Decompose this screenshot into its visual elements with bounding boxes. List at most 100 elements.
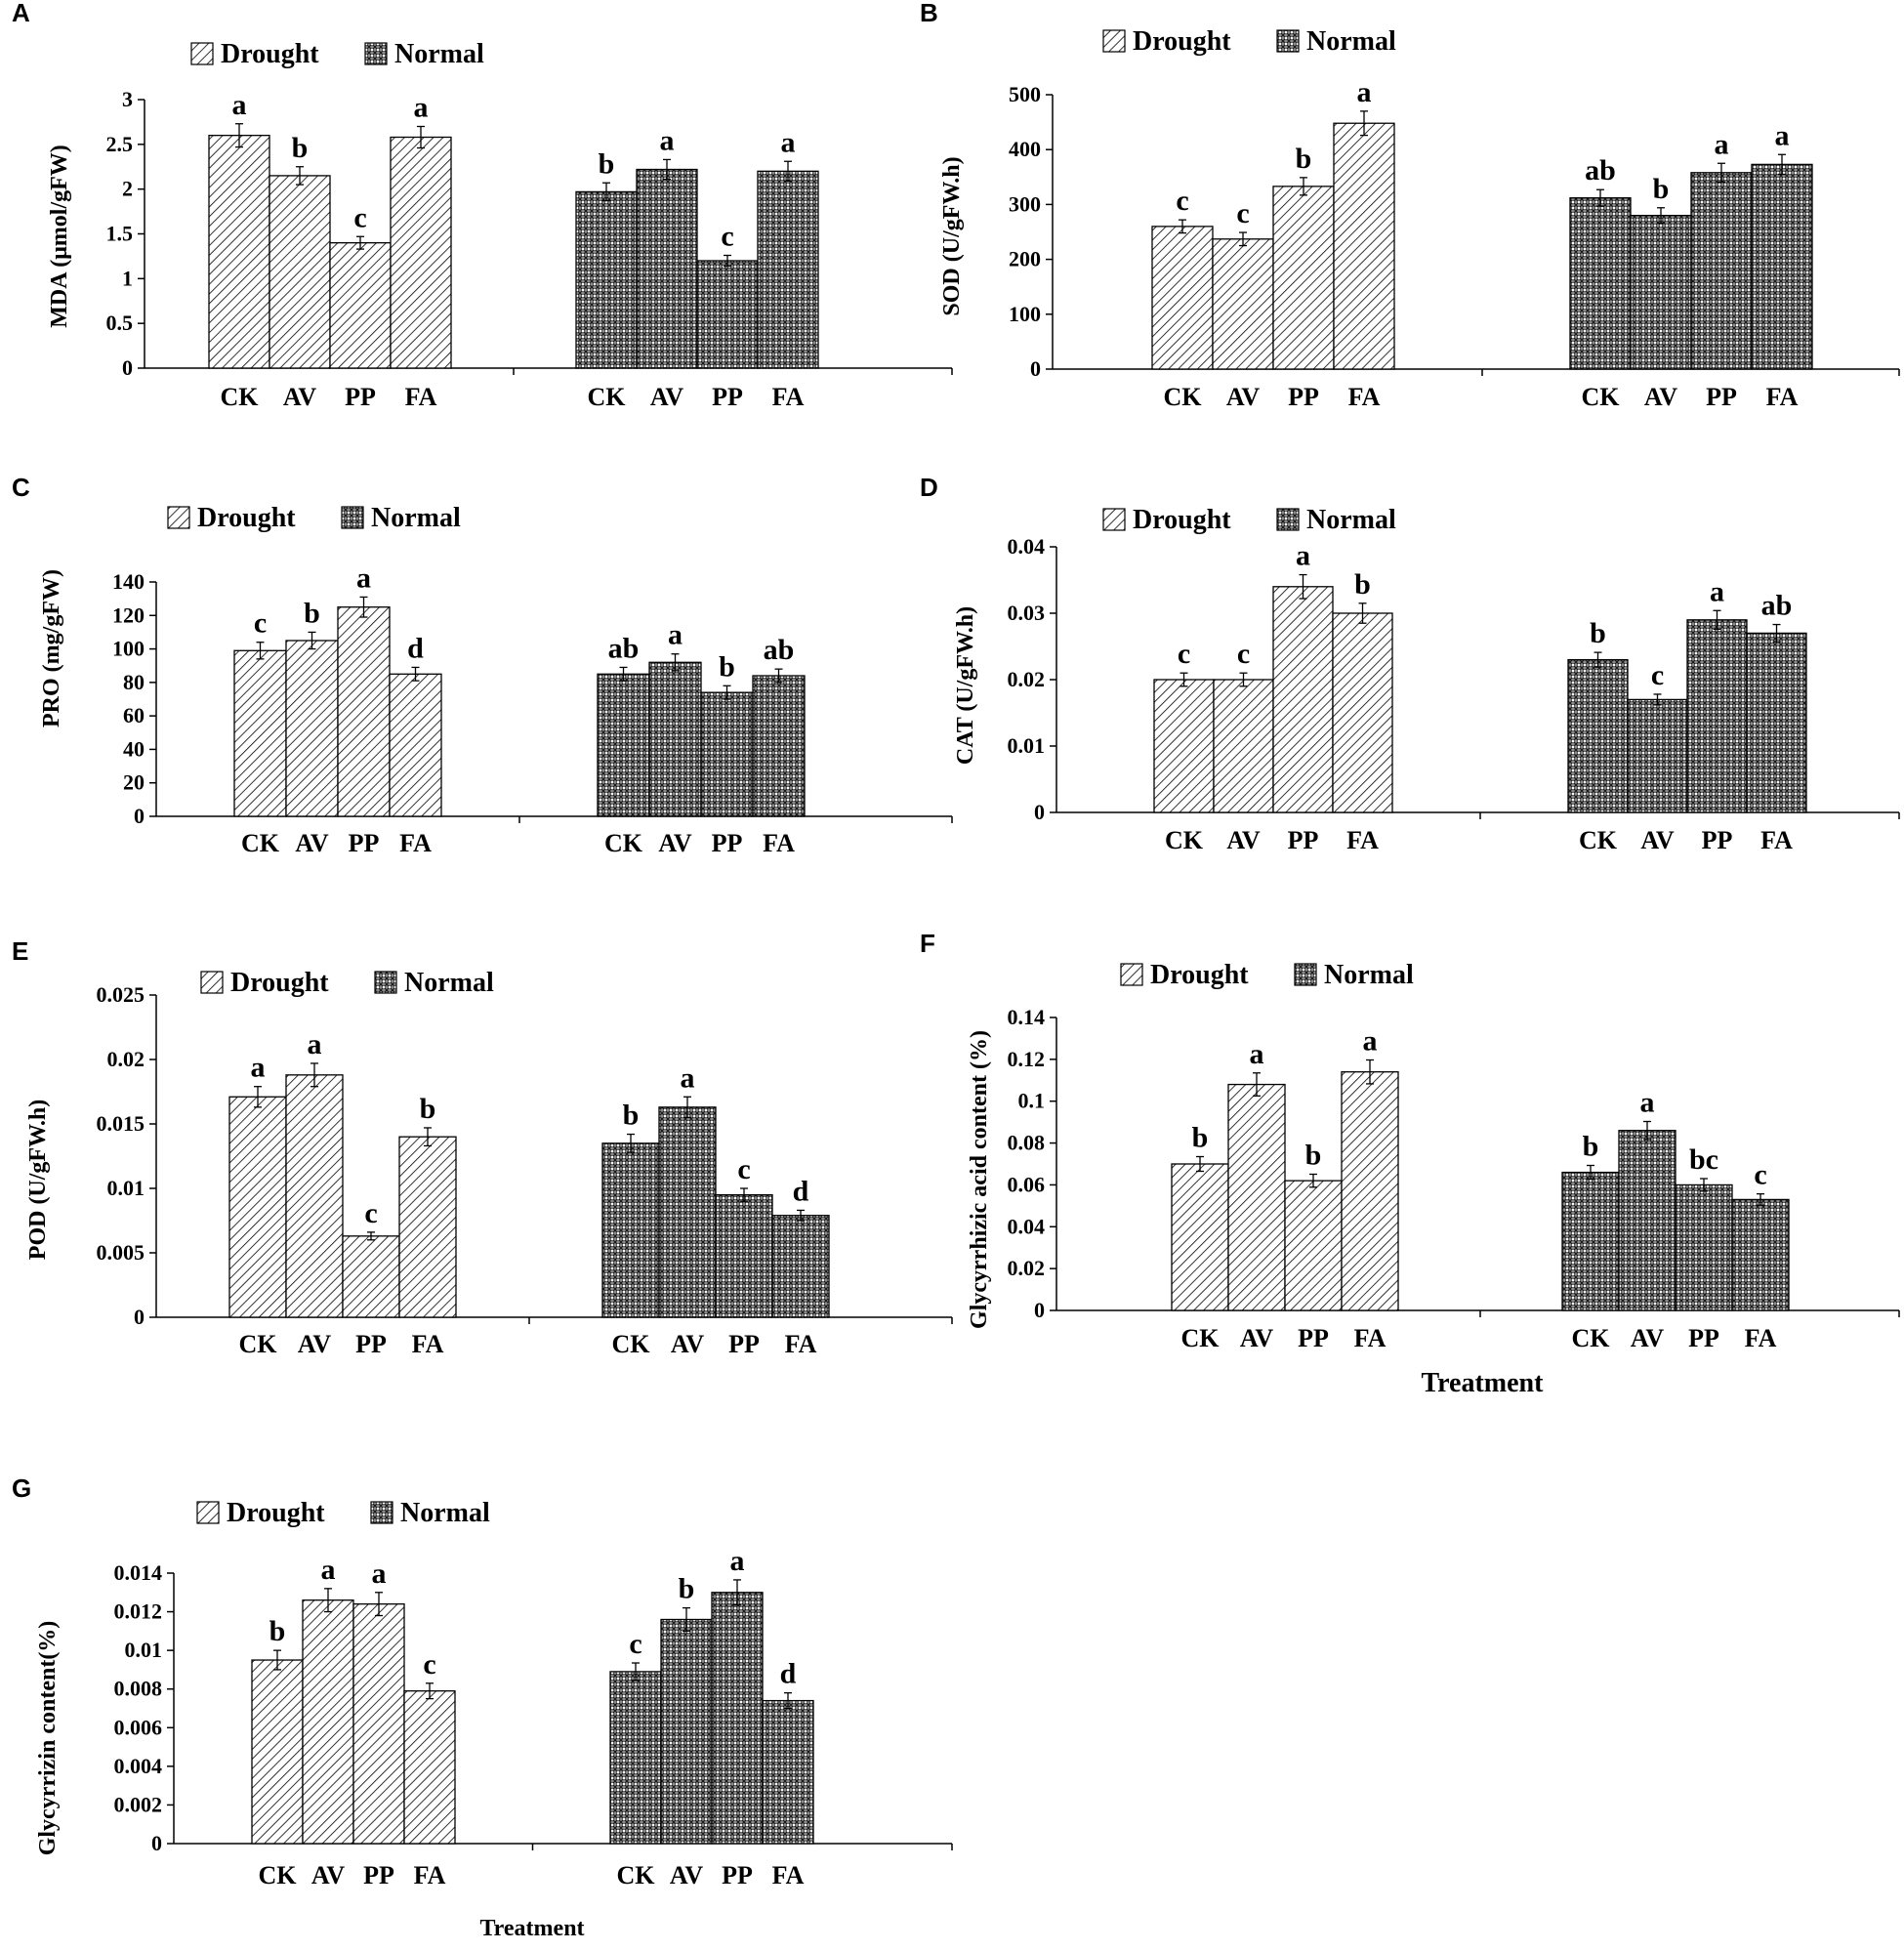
significance-letter: a: [730, 1545, 745, 1577]
y-tick-label: 0: [1030, 356, 1041, 381]
category-label: FA: [414, 1861, 446, 1889]
y-tick-label: 0: [1034, 800, 1045, 824]
category-label: FA: [785, 1330, 817, 1358]
category-label: CK: [588, 383, 627, 411]
y-tick-label: 60: [123, 703, 145, 727]
significance-letter: a: [1296, 540, 1310, 572]
legend-label-drought: Drought: [230, 968, 329, 998]
legend-swatch-drought: [200, 971, 224, 994]
bar-normal-ck: [575, 190, 638, 369]
chart-panel-F: F Drought Normal 0 0.02 0.04 0.06 0.08 0.1 0.12 0.…: [920, 929, 1900, 1398]
legend-swatch-normal: [364, 42, 388, 65]
panel-letter: D: [920, 473, 938, 502]
bar-drought-fa: [403, 1690, 456, 1845]
bar-normal-pp: [1686, 619, 1748, 813]
y-tick-label: 1.5: [106, 222, 134, 246]
category-label: PP: [712, 829, 743, 857]
panel-letter: F: [920, 929, 935, 958]
category-label: FA: [1745, 1324, 1777, 1352]
panel-letter: B: [920, 0, 938, 27]
significance-letter: b: [1583, 1131, 1599, 1163]
y-tick-label: 100: [1009, 302, 1041, 326]
y-tick-label: 0.014: [114, 1560, 163, 1585]
legend-swatch-drought: [190, 42, 214, 65]
category-label: FA: [772, 1861, 805, 1889]
bar-normal-pp: [1690, 172, 1753, 370]
significance-letter: bc: [1689, 1143, 1718, 1176]
y-tick-label: 3: [122, 87, 133, 111]
y-axis-label: Glycyrrhizic acid content (%): [967, 1030, 992, 1329]
chart-panel-A: A Drought Normal 0 0.5 1 1.5 2 2.5 3 MDA (μmol/gFW…: [12, 0, 953, 411]
category-label: CK: [259, 1861, 298, 1889]
bar-drought-ck: [1153, 679, 1215, 813]
bar-normal-ck: [601, 1142, 660, 1318]
bar-normal-av: [1630, 214, 1692, 370]
bar-drought-ck: [228, 1096, 287, 1318]
y-tick-label: 0.01: [125, 1638, 163, 1662]
legend-label-drought: Drought: [1133, 26, 1231, 57]
significance-letter: b: [1354, 568, 1371, 601]
significance-letter: c: [1754, 1159, 1766, 1191]
bar-normal-ck: [1561, 1171, 1620, 1311]
bar-normal-fa: [762, 1699, 814, 1845]
legend-swatch-drought: [196, 1501, 220, 1524]
category-label: FA: [405, 383, 437, 411]
significance-letter: b: [1296, 143, 1312, 175]
significance-letter: c: [1178, 638, 1190, 670]
category-label: FA: [412, 1330, 444, 1358]
bar-normal-av: [636, 168, 698, 369]
category-label: AV: [1640, 826, 1674, 854]
category-label: PP: [1706, 383, 1737, 411]
significance-letter: b: [269, 1615, 286, 1647]
significance-letter: b: [420, 1093, 436, 1125]
y-axis-label: MDA (μmol/gFW): [47, 145, 72, 328]
category-label: FA: [763, 829, 795, 857]
y-tick-label: 400: [1009, 137, 1041, 161]
category-label: AV: [650, 383, 683, 411]
x-axis-label: Treatment: [1422, 1368, 1545, 1398]
significance-letter: c: [737, 1153, 750, 1185]
bar-normal-fa: [1751, 163, 1813, 370]
significance-letter: a: [251, 1052, 266, 1084]
y-axis-label: Glycyrrizin content(%): [35, 1621, 61, 1856]
y-tick-label: 0.005: [97, 1240, 145, 1265]
y-tick-label: 0: [134, 1305, 145, 1329]
significance-letter: a: [1715, 128, 1729, 160]
category-label: PP: [349, 829, 380, 857]
significance-letter: a: [1250, 1038, 1264, 1070]
bar-drought-ck: [233, 649, 287, 817]
bar-normal-av: [660, 1618, 713, 1845]
category-label: CK: [241, 829, 280, 857]
x-axis-label: Treatment: [479, 1916, 584, 1941]
category-label: CK: [221, 383, 260, 411]
bar-normal-fa: [1746, 632, 1807, 813]
category-label: AV: [1631, 1324, 1664, 1352]
y-tick-label: 0.12: [1008, 1047, 1046, 1071]
bar-drought-pp: [329, 242, 392, 369]
panel-letter: A: [12, 0, 30, 27]
bar-drought-pp: [1272, 586, 1334, 813]
legend-swatch-normal: [1276, 508, 1300, 531]
category-label: PP: [712, 383, 743, 411]
significance-letter: b: [1653, 173, 1670, 205]
significance-letter: a: [660, 124, 675, 156]
category-label: CK: [604, 829, 643, 857]
significance-letter: a: [1710, 575, 1724, 607]
legend-swatch-normal: [370, 1501, 393, 1524]
y-tick-label: 80: [123, 670, 145, 694]
significance-letter: a: [414, 92, 429, 124]
significance-letter: c: [353, 201, 366, 233]
y-axis-label: PRO (mg/gFW): [39, 569, 64, 727]
bar-normal-av: [648, 661, 702, 817]
bar-drought-fa: [398, 1136, 457, 1318]
significance-letter: c: [629, 1628, 642, 1660]
legend-label-drought: Drought: [197, 503, 296, 533]
legend-label-drought: Drought: [221, 39, 319, 69]
significance-letter: a: [1357, 76, 1372, 108]
bar-drought-pp: [352, 1603, 405, 1845]
significance-letter: a: [781, 126, 796, 158]
bar-drought-fa: [1341, 1071, 1399, 1311]
bar-drought-ck: [1151, 226, 1214, 370]
category-label: PP: [722, 1861, 753, 1889]
